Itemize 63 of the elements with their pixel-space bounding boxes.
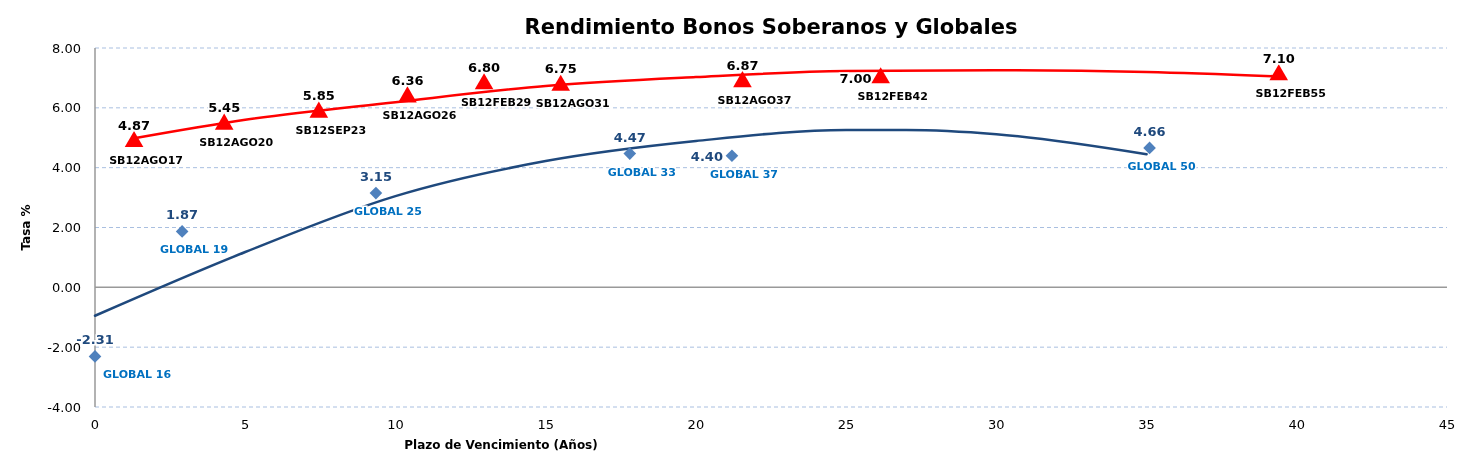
point — [175, 225, 189, 238]
data-label: 6.87 — [726, 57, 759, 73]
data-label: 5.45 — [208, 100, 241, 116]
data-label: 4.47 — [613, 129, 646, 145]
annotation: SB12AGO20 — [199, 136, 274, 150]
chart-title: Rendimiento Bonos Soberanos y Globales — [524, 15, 1018, 39]
data-label: 6.80 — [468, 59, 501, 75]
x-tick-label: 20 — [687, 417, 705, 432]
annotation: GLOBAL 25 — [353, 205, 422, 219]
point — [733, 71, 752, 88]
data-label: 5.85 — [302, 88, 335, 104]
x-tick-label: 15 — [537, 417, 554, 432]
point — [474, 73, 494, 90]
point — [369, 186, 383, 200]
point — [871, 67, 890, 84]
annotation: GLOBAL 19 — [160, 243, 229, 257]
x-tick-label: 0 — [90, 417, 100, 432]
x-tick-label: 35 — [1138, 417, 1155, 432]
data-label: 1.87 — [166, 207, 199, 223]
annotation: SB12FEB42 — [857, 89, 928, 103]
point — [214, 113, 234, 130]
x-tick-label: 30 — [988, 417, 1005, 432]
data-label: 3.15 — [359, 169, 392, 185]
point — [623, 147, 637, 160]
y-tick-label: 8.00 — [52, 40, 81, 56]
x-tick-label: 10 — [387, 417, 404, 432]
point — [124, 130, 144, 148]
annotation: GLOBAL 16 — [103, 368, 172, 382]
y-axis-title: Tasa % — [19, 204, 33, 251]
x-tick-label: 45 — [1438, 417, 1456, 432]
data-label: 4.87 — [118, 117, 151, 133]
data-label: 4.66 — [1133, 123, 1166, 139]
x-tick-label: 5 — [241, 417, 250, 432]
annotation: SB12SEP23 — [295, 124, 367, 138]
x-axis-title: Plazo de Vencimiento (Años) — [404, 438, 598, 452]
point — [309, 101, 329, 118]
y-tick-label: 6.00 — [52, 100, 81, 116]
point — [551, 74, 570, 91]
annotation: GLOBAL 33 — [607, 165, 676, 179]
annotation: SB12FEB29 — [460, 95, 532, 109]
annotation: SB12AGO37 — [717, 93, 792, 107]
data-label: 7.00 — [839, 70, 872, 86]
annotation: SB12AGO31 — [535, 97, 610, 111]
y-tick-label: -4.00 — [47, 399, 81, 415]
data-label: 4.40 — [690, 148, 723, 164]
point — [88, 350, 102, 363]
annotation: GLOBAL 37 — [709, 167, 778, 181]
y-tick-label: 2.00 — [52, 220, 81, 236]
data-label: 6.36 — [391, 73, 424, 89]
data-label: 6.75 — [544, 61, 577, 77]
y-tick-label: 0.00 — [52, 279, 81, 295]
x-tick-label: 40 — [1288, 417, 1306, 432]
annotation: SB12AGO17 — [109, 153, 183, 167]
annotation: SB12FEB55 — [1255, 86, 1326, 100]
data-label: 7.10 — [1262, 50, 1295, 66]
point — [725, 149, 739, 163]
point — [398, 86, 417, 103]
y-tick-label: 4.00 — [52, 160, 81, 176]
annotation: GLOBAL 50 — [1127, 159, 1196, 173]
annotation: SB12AGO26 — [382, 109, 457, 123]
point — [1269, 64, 1289, 81]
x-tick-label: 25 — [837, 417, 855, 432]
point — [1143, 141, 1156, 155]
